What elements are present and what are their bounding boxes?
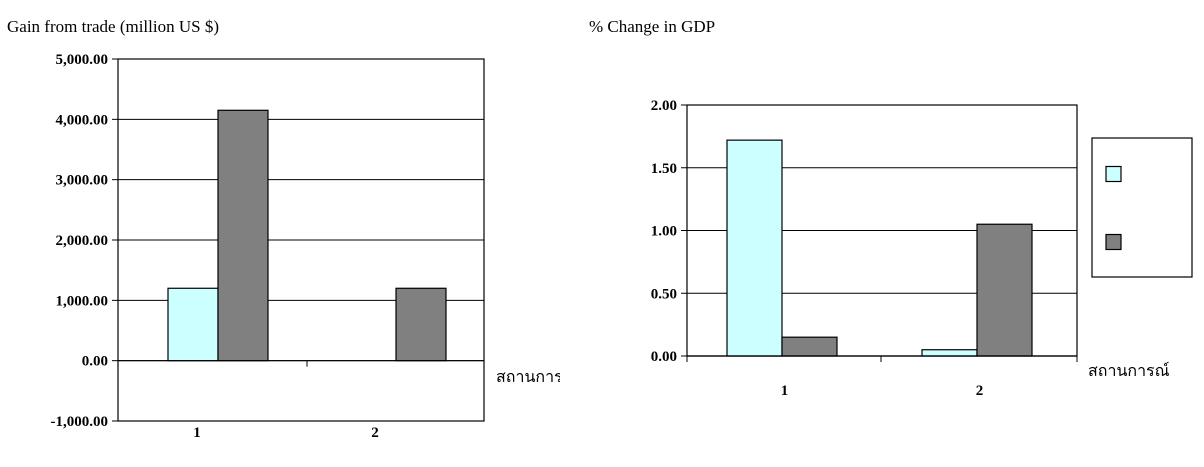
legend-box: [1091, 137, 1193, 278]
y-tick-label: 1.00: [651, 224, 677, 240]
y-tick-label: 0.00: [651, 349, 677, 365]
x-category-label: 1: [781, 383, 789, 399]
y-tick-label: 0.00: [82, 354, 108, 370]
y-tick-label: -1,000.00: [51, 414, 109, 430]
chart1-gain-from-trade: -1,000.00 0.00 1,000.00 2,000.00 3,000.00 4,0…: [51, 52, 561, 441]
y-tick-label: 2.00: [651, 98, 677, 114]
bar-series2-cat1: [781, 336, 838, 357]
bar-series2-cat2: [395, 287, 447, 362]
x-category-label: 2: [371, 425, 379, 441]
y-tick-label: 1,000.00: [56, 293, 109, 309]
y-tick-label: 3,000.00: [56, 173, 109, 189]
y-tick-label: 5,000.00: [56, 52, 109, 68]
legend-swatch: [1105, 233, 1122, 251]
chart1-title: Gain from trade (million US $): [7, 17, 219, 36]
bar-series1-cat1: [167, 287, 219, 362]
bar-series2-cat2: [976, 223, 1033, 357]
x-axis-label: สถานการณ์: [1088, 361, 1170, 380]
y-tick-label: 0.50: [651, 286, 677, 302]
bar-series1-cat1: [726, 139, 783, 357]
chart2-title: % Change in GDP: [589, 17, 716, 36]
y-tick-label: 4,000.00: [56, 112, 109, 128]
chart2-gdp-change: 0.00 0.50 1.00 1.50 2.00 1 2 สถานการณ์: [651, 98, 1193, 399]
x-category-label: 1: [193, 425, 201, 441]
x-category-label: 2: [976, 383, 984, 399]
legend-swatch: [1105, 165, 1122, 183]
bar-series1-cat2: [921, 349, 978, 357]
y-tick-label: 2,000.00: [56, 233, 109, 249]
bar-series2-cat1: [217, 109, 269, 362]
x-axis-label: สถานการณ์: [496, 367, 560, 386]
y-tick-label: 1.50: [651, 161, 677, 177]
